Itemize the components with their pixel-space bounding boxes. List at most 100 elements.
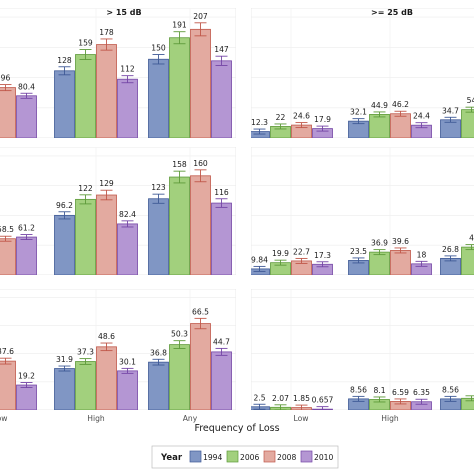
bar-any-2006 [169, 176, 190, 275]
data-label: 96.2 [56, 201, 73, 210]
data-label: 26.8 [442, 245, 459, 254]
legend-key [300, 450, 313, 463]
legend-key [226, 450, 239, 463]
data-label: 48.6 [98, 332, 115, 341]
data-label: 39.6 [392, 237, 409, 246]
data-label: 160 [193, 159, 208, 168]
data-label: 191 [172, 21, 187, 30]
data-label: 44.7 [213, 337, 230, 346]
legend-key [189, 450, 202, 463]
data-label: 17.9 [314, 115, 331, 124]
bar-high-1994 [54, 368, 75, 410]
x-tick-label: ow [0, 414, 7, 423]
data-label: 96 [1, 74, 11, 83]
data-label: 0.657 [312, 396, 334, 405]
bar-any-1994 [148, 361, 169, 410]
x-tick-label: High [381, 414, 399, 423]
data-label: 12.3 [251, 118, 268, 127]
panel-background [251, 147, 474, 275]
facet-strip-label: >= 25 dB [371, 8, 413, 17]
bar-any-2006 [169, 37, 190, 138]
data-label: 66.5 [192, 307, 209, 316]
data-label: 82.4 [119, 210, 136, 219]
data-label: 123 [151, 183, 166, 192]
bar-high-2006 [75, 54, 96, 138]
bar-any-2008 [190, 323, 211, 410]
data-label: 112 [120, 65, 135, 74]
x-tick-labels: ow High Any Low High [0, 414, 399, 423]
data-label: 36.9 [371, 239, 388, 248]
data-label: 1.85 [293, 394, 310, 403]
data-label: 2.07 [272, 394, 289, 403]
data-label: 80.4 [18, 82, 35, 91]
data-label: 22 [276, 113, 286, 122]
bar-low-2010 [16, 95, 37, 138]
bar-high-2010 [117, 370, 138, 410]
data-label: 122 [78, 184, 93, 193]
data-label: 34.7 [442, 106, 459, 115]
data-label: 8.1 [373, 386, 385, 395]
bar-any-1994 [148, 58, 169, 138]
data-label: 31.9 [56, 355, 73, 364]
bar-high-1994 [54, 70, 75, 138]
data-label: 128 [57, 56, 72, 65]
data-label: 19.2 [18, 372, 35, 381]
panel-row3-col1: 37.6 19.2 31.9 37.3 48.6 30.1 36.8 50.3 66.5 44.7 [0, 289, 236, 410]
data-label: 37.3 [77, 348, 94, 357]
bar-high-2006 [75, 198, 96, 275]
bar-high-2008 [96, 44, 117, 138]
data-label: 207 [193, 12, 208, 21]
bar-any-2006 [461, 246, 474, 275]
panel-row2-col1: 58.5 61.2 96.2 122 129 82.4 123 158 160 116 [0, 147, 236, 275]
bar-high-1994 [54, 214, 75, 275]
data-label: 61.2 [18, 224, 35, 233]
panel-row2-col2: 9.84 19.9 22.7 17.3 23.5 36.9 39.6 18 26.8 4 [251, 147, 474, 275]
data-label: 58.5 [0, 225, 14, 234]
bar-high-2008 [96, 346, 117, 410]
data-label: 6.59 [392, 388, 409, 397]
legend-title: Year [160, 453, 183, 463]
bar-high-2008 [390, 250, 411, 275]
bar-high-2006 [369, 114, 390, 138]
legend-label: 2008 [277, 453, 296, 462]
facet-strip-label: > 15 dB [106, 8, 141, 17]
data-label: 18 [417, 250, 427, 259]
data-label: 50.3 [171, 330, 188, 339]
panel-row1-col1: 96 80.4 128 159 178 112 150 191 207 147 [0, 8, 236, 138]
data-label: 129 [99, 179, 114, 188]
bar-any-2008 [190, 175, 211, 275]
bar-any-2010 [211, 60, 232, 138]
data-label: 6.35 [413, 388, 430, 397]
bar-low-2008 [0, 87, 16, 138]
data-label: 36.8 [150, 348, 167, 357]
data-label: 19.9 [272, 249, 289, 258]
bar-any-2008 [190, 28, 211, 138]
legend-key [263, 450, 276, 463]
bar-high-2006 [369, 251, 390, 275]
data-label: 150 [151, 44, 166, 53]
bar-high-2010 [117, 223, 138, 275]
bar-high-2010 [117, 78, 138, 138]
data-label: 32.1 [350, 108, 367, 117]
data-label: 4 [469, 234, 474, 243]
data-label: 37.6 [0, 347, 14, 356]
legend-label: 2010 [314, 453, 333, 462]
data-label: 2.5 [253, 393, 265, 402]
legend-label: 2006 [240, 453, 259, 462]
bar-high-2006 [75, 361, 96, 410]
bar-low-2010 [16, 236, 37, 275]
bar-any-2006 [169, 344, 190, 410]
bar-any-2006 [461, 109, 474, 138]
panel-background [251, 289, 474, 410]
x-tick-label: Low [294, 414, 309, 423]
data-label: 158 [172, 160, 187, 169]
data-label: 54 [467, 96, 474, 105]
x-tick-label: Any [183, 414, 198, 423]
panel-row1-col2: 12.3 22 24.6 17.9 32.1 44.9 46.2 24.4 34.7 54 [251, 8, 474, 138]
data-label: 159 [78, 39, 93, 48]
data-label: 17.3 [314, 251, 331, 260]
data-label: 24.6 [293, 112, 310, 121]
data-label: 178 [99, 28, 114, 37]
bar-any-2010 [211, 202, 232, 275]
panel-row3-col2: 2.5 2.07 1.85 0.657 8.56 8.1 6.59 6.35 8.56 [251, 289, 474, 410]
